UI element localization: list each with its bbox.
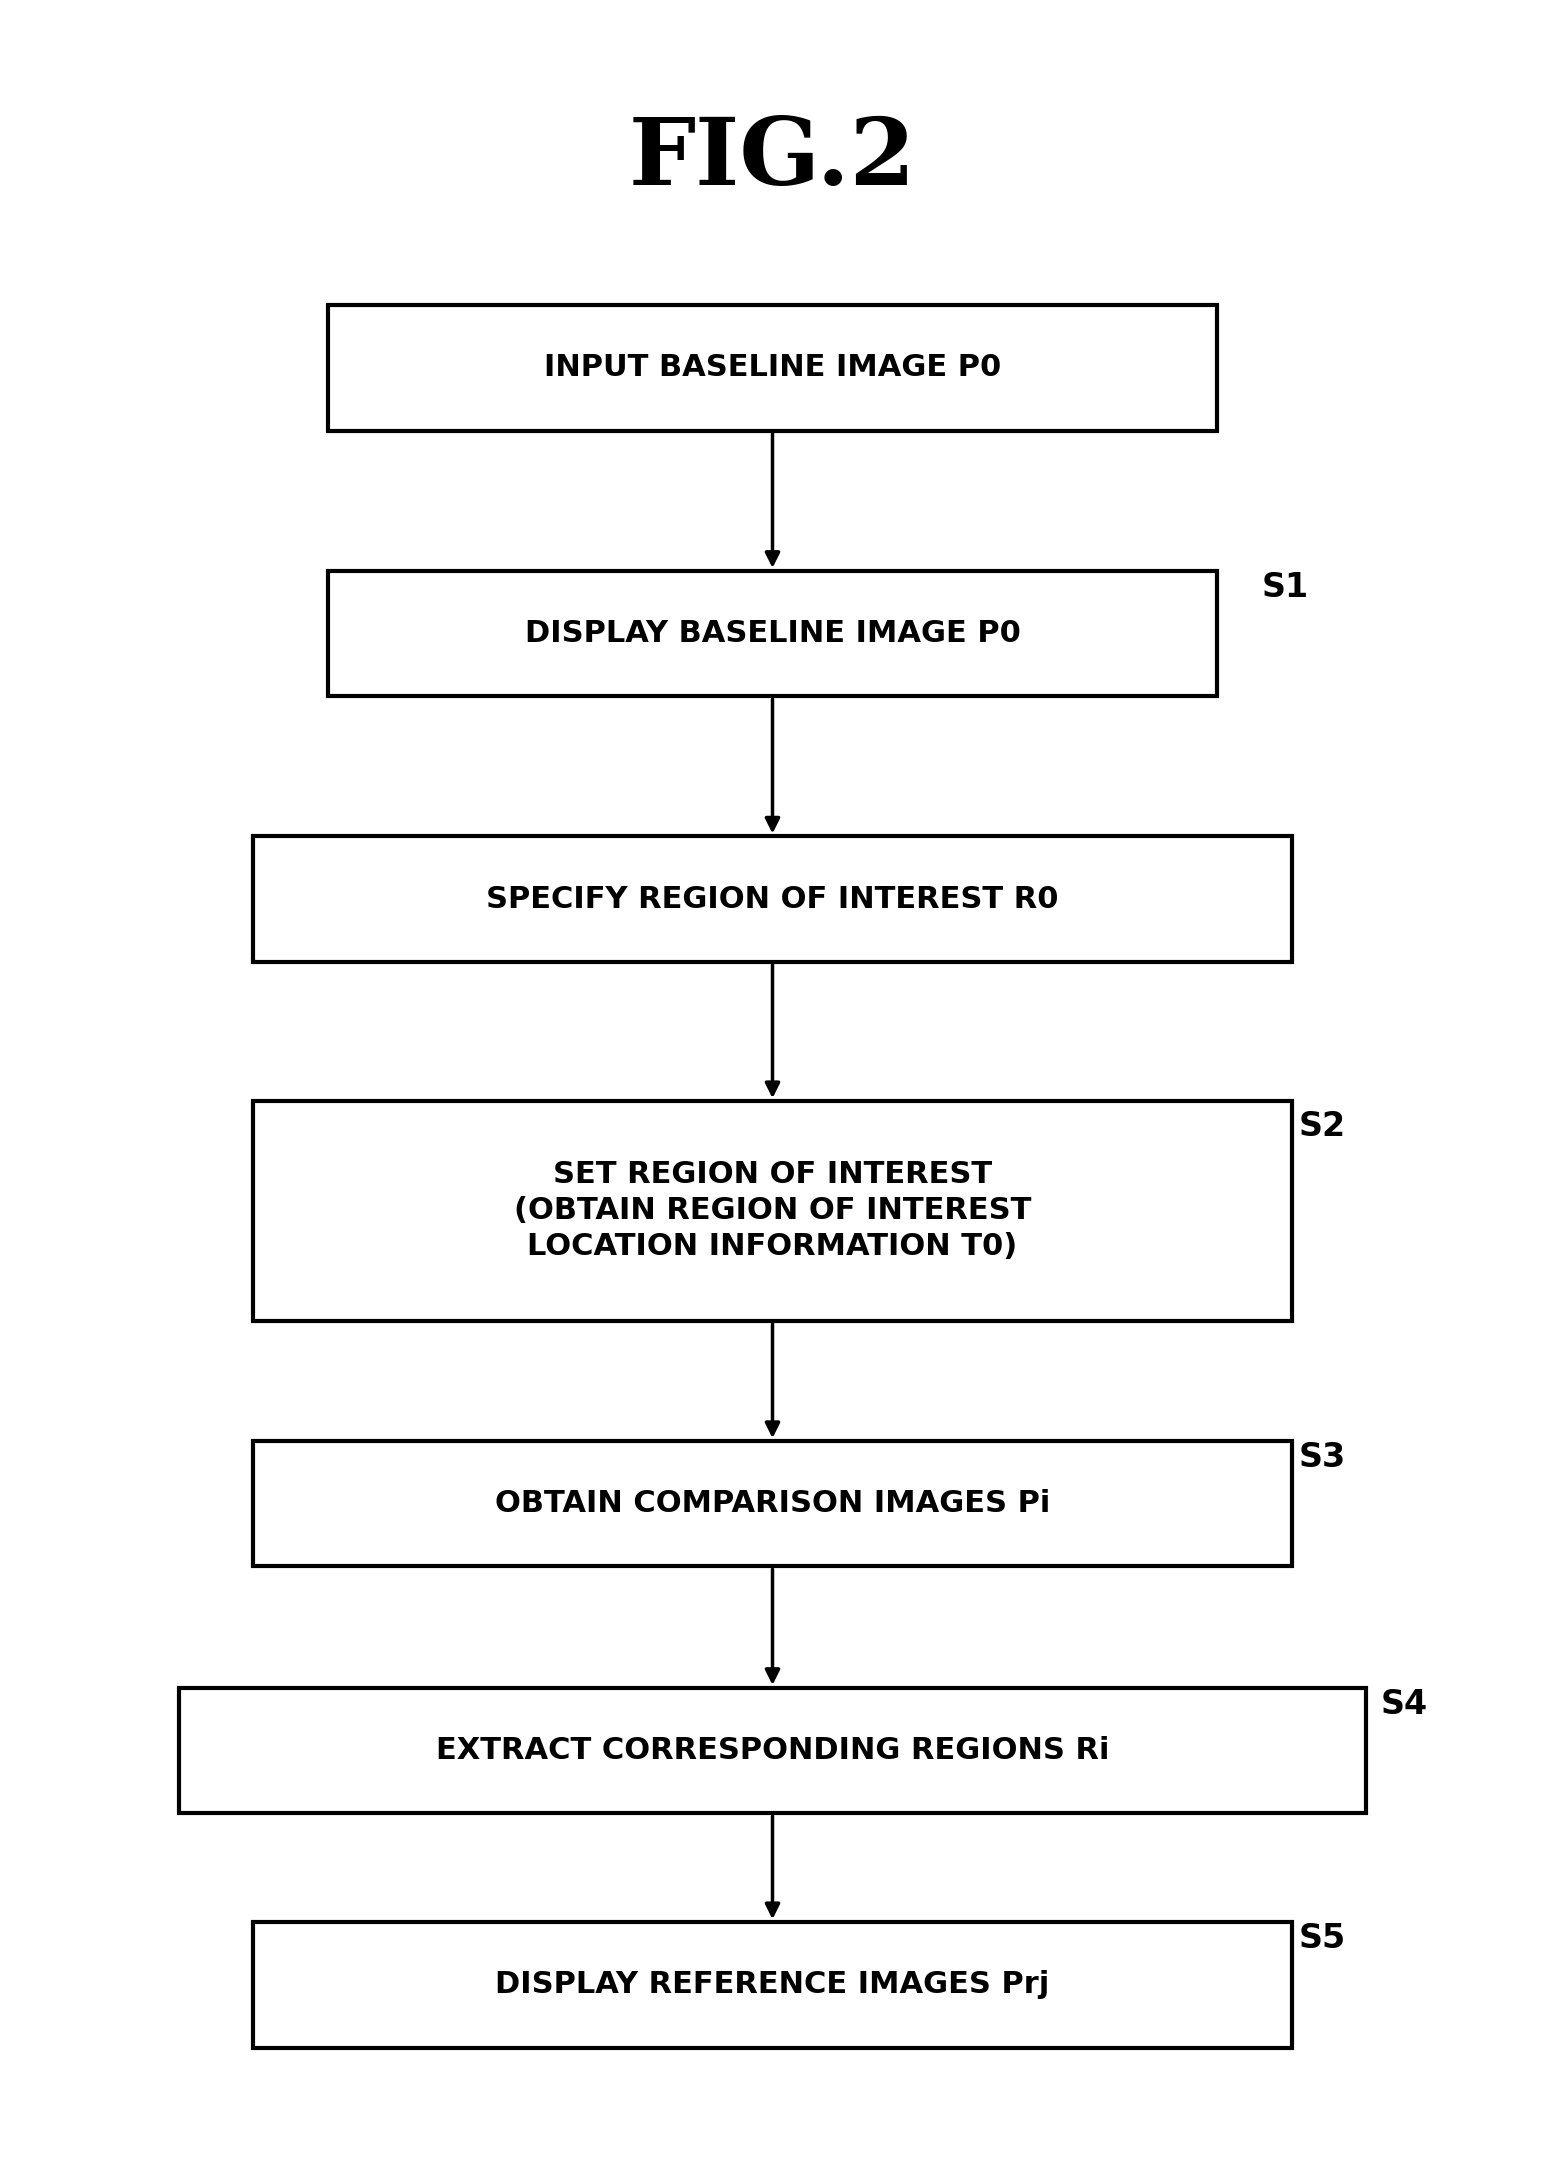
Text: DISPLAY REFERENCE IMAGES Prj: DISPLAY REFERENCE IMAGES Prj: [496, 1970, 1049, 2000]
FancyBboxPatch shape: [253, 1922, 1292, 2048]
FancyBboxPatch shape: [328, 571, 1217, 697]
FancyBboxPatch shape: [253, 837, 1292, 961]
Text: S2: S2: [1299, 1111, 1346, 1144]
Text: S1: S1: [1262, 571, 1309, 604]
Text: S5: S5: [1299, 1922, 1346, 1955]
Text: SET REGION OF INTEREST
(OBTAIN REGION OF INTEREST
LOCATION INFORMATION T0): SET REGION OF INTEREST (OBTAIN REGION OF…: [514, 1161, 1031, 1262]
Text: DISPLAY BASELINE IMAGE P0: DISPLAY BASELINE IMAGE P0: [525, 619, 1020, 647]
Text: OBTAIN COMPARISON IMAGES Pi: OBTAIN COMPARISON IMAGES Pi: [494, 1488, 1051, 1519]
Text: INPUT BASELINE IMAGE P0: INPUT BASELINE IMAGE P0: [544, 353, 1001, 381]
FancyBboxPatch shape: [253, 1440, 1292, 1567]
Text: S4: S4: [1381, 1689, 1428, 1721]
FancyBboxPatch shape: [179, 1689, 1366, 1813]
Text: SPECIFY REGION OF INTEREST R0: SPECIFY REGION OF INTEREST R0: [487, 885, 1058, 913]
Text: FIG.2: FIG.2: [629, 113, 916, 203]
Text: EXTRACT CORRESPONDING REGIONS Ri: EXTRACT CORRESPONDING REGIONS Ri: [436, 1737, 1109, 1765]
Text: S3: S3: [1299, 1440, 1346, 1473]
FancyBboxPatch shape: [253, 1100, 1292, 1320]
FancyBboxPatch shape: [328, 305, 1217, 431]
